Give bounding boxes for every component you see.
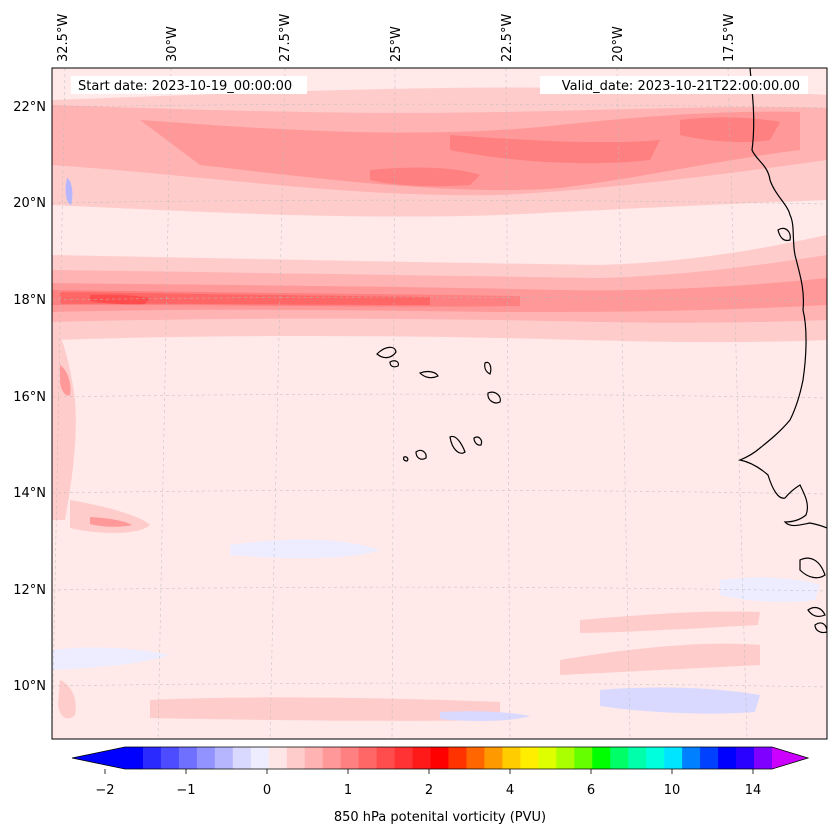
- colorbar-segment: [556, 747, 575, 769]
- colorbar-tick-label: −2: [95, 783, 114, 798]
- lat-label: 14°N: [13, 486, 46, 501]
- colorbar-segment: [628, 747, 647, 769]
- colorbar-tick-label: 2: [425, 783, 433, 798]
- lon-label: 20°W: [611, 26, 626, 62]
- pv-band-north: [52, 87, 827, 217]
- colorbar-tick-label: 1: [344, 783, 352, 798]
- colorbar-segment: [574, 747, 593, 769]
- colorbar: −2 −1 0 1 2 4 6 10 14 850 hPa potenital …: [71, 746, 810, 825]
- colorbar-segment: [250, 747, 270, 769]
- lon-label: 30°W: [165, 26, 180, 62]
- colorbar-segment: [268, 747, 288, 769]
- colorbar-segments: [125, 747, 773, 769]
- colorbar-segment: [322, 747, 342, 769]
- valid-date-label: Valid_date: 2023-10-21T22:00:00.00: [562, 79, 800, 94]
- map-panel: Start date: 2023-10-19_00:00:00 Valid_da…: [52, 68, 827, 739]
- colorbar-segment: [718, 747, 737, 769]
- colorbar-extend-low: [72, 747, 125, 769]
- lat-label: 20°N: [13, 196, 46, 211]
- colorbar-segment: [448, 747, 468, 769]
- lon-label: 17.5°W: [722, 14, 737, 62]
- map-frame: [51, 67, 828, 740]
- colorbar-title: 850 hPa potenital vorticity (PVU): [334, 810, 546, 825]
- longitude-labels: 32.5°W 30°W 27.5°W 25°W 22.5°W 20°W 17.5…: [56, 14, 737, 62]
- pv-southern-features: [52, 178, 820, 721]
- colorbar-segment: [682, 747, 701, 769]
- colorbar-segment: [484, 747, 504, 769]
- colorbar-segment: [754, 747, 773, 769]
- colorbar-segment: [538, 747, 557, 769]
- lat-label: 18°N: [13, 293, 46, 308]
- colorbar-segment: [125, 747, 144, 769]
- colorbar-segment: [196, 747, 216, 769]
- colorbar-segment: [160, 747, 180, 769]
- pv-band-central: [52, 235, 827, 343]
- colorbar-segment: [358, 747, 378, 769]
- colorbar-segment: [304, 747, 324, 769]
- coastlines: [376, 68, 827, 634]
- colorbar-segment: [376, 747, 396, 769]
- colorbar-segment: [610, 747, 629, 769]
- colorbar-segment: [466, 747, 486, 769]
- colorbar-segment: [214, 747, 234, 769]
- colorbar-segment: [502, 747, 521, 769]
- colorbar-extend-high: [772, 747, 808, 769]
- colorbar-segment: [592, 747, 611, 769]
- lon-label: 32.5°W: [56, 14, 71, 62]
- colorbar-tick-label: −1: [176, 783, 195, 798]
- colorbar-segment: [412, 747, 432, 769]
- lon-label: 27.5°W: [278, 14, 293, 62]
- lat-label: 12°N: [13, 583, 46, 598]
- colorbar-outline: [71, 746, 810, 770]
- pv-western-edge-core: [60, 365, 71, 396]
- colorbar-segment: [394, 747, 414, 769]
- colorbar-segment: [232, 747, 252, 769]
- lat-label: 10°N: [13, 679, 46, 694]
- valid-date-box: [540, 76, 808, 94]
- lon-label: 22.5°W: [500, 14, 515, 62]
- colorbar-segment: [430, 747, 450, 769]
- lon-label: 25°W: [389, 26, 404, 62]
- colorbar-tick-label: 6: [587, 783, 595, 798]
- pv-western-edge: [52, 320, 76, 520]
- colorbar-ticks: [104, 769, 754, 774]
- start-date-box: [71, 76, 307, 94]
- colorbar-segment: [520, 747, 539, 769]
- colorbar-segment: [178, 747, 198, 769]
- lat-label: 16°N: [13, 390, 46, 405]
- colorbar-segment: [664, 747, 683, 769]
- colorbar-segment: [736, 747, 755, 769]
- colorbar-tick-label: 0: [263, 783, 271, 798]
- latitude-labels: 22°N 20°N 18°N 16°N 14°N 12°N 10°N: [13, 100, 46, 694]
- lat-label: 22°N: [13, 100, 46, 115]
- colorbar-tick-label: 4: [506, 783, 514, 798]
- colorbar-segment: [142, 747, 162, 769]
- colorbar-segment: [286, 747, 306, 769]
- graticule: [52, 68, 827, 739]
- colorbar-tick-label: 14: [745, 783, 762, 798]
- colorbar-segment: [700, 747, 719, 769]
- start-date-label: Start date: 2023-10-19_00:00:00: [78, 79, 292, 94]
- colorbar-segment: [340, 747, 360, 769]
- colorbar-tick-label: 10: [664, 783, 681, 798]
- colorbar-segment: [646, 747, 665, 769]
